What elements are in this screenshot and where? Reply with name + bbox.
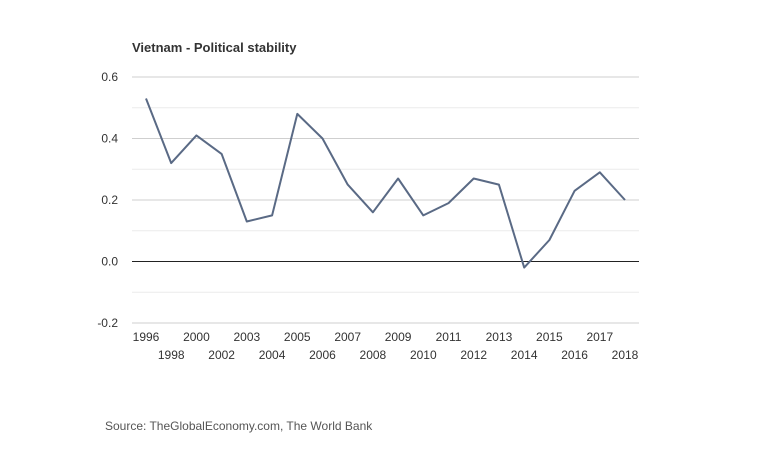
source-note: Source: TheGlobalEconomy.com, The World …: [105, 419, 373, 433]
y-tick-label: 0.4: [101, 132, 118, 146]
x-tick-label: 2017: [586, 330, 613, 344]
y-tick-label: 0.0: [101, 255, 118, 269]
x-tick-label: 2011: [436, 330, 462, 344]
data-point[interactable]: [446, 200, 452, 206]
data-point[interactable]: [496, 182, 502, 188]
x-tick-label: 2010: [410, 348, 437, 362]
data-point[interactable]: [395, 175, 401, 181]
x-tick-label: 2009: [385, 330, 412, 344]
y-tick-label: 0.2: [101, 193, 118, 207]
x-tick-label: 2000: [183, 330, 210, 344]
data-point[interactable]: [244, 219, 250, 225]
data-point[interactable]: [193, 132, 199, 138]
x-tick-label: 2018: [612, 348, 639, 362]
data-point[interactable]: [219, 151, 225, 157]
x-tick-label: 2006: [309, 348, 336, 362]
y-tick-label: 0.6: [101, 70, 118, 84]
y-axis-ticks: -0.2 0.0 0.2 0.4 0.6: [97, 70, 118, 330]
grid-lines: [132, 76, 639, 324]
x-axis-ticks: 1996 1998 2000 2002 2003 2004 2005 2006 2007 2008…: [133, 330, 639, 362]
data-point[interactable]: [345, 182, 351, 188]
x-tick-label: 2012: [460, 348, 487, 362]
data-point[interactable]: [168, 160, 174, 166]
x-tick-label: 2003: [233, 330, 260, 344]
data-point[interactable]: [143, 96, 149, 102]
y-tick-label: -0.2: [97, 316, 118, 330]
x-tick-label: 2008: [360, 348, 387, 362]
x-tick-label: 2002: [208, 348, 235, 362]
data-point[interactable]: [622, 197, 628, 203]
data-point[interactable]: [294, 111, 300, 117]
x-tick-label: 2015: [536, 330, 563, 344]
x-tick-label: 2004: [259, 348, 286, 362]
data-point[interactable]: [471, 175, 477, 181]
series-layer: [143, 96, 628, 271]
x-tick-label: 2005: [284, 330, 311, 344]
data-point[interactable]: [370, 209, 376, 215]
x-tick-label: 1996: [133, 330, 160, 344]
chart-title: Vietnam - Political stability: [132, 40, 297, 55]
x-tick-label: 2007: [334, 330, 361, 344]
x-tick-label: 2013: [486, 330, 513, 344]
x-tick-label: 2014: [511, 348, 538, 362]
data-point[interactable]: [572, 188, 578, 194]
data-point[interactable]: [546, 237, 552, 243]
data-point[interactable]: [521, 265, 527, 271]
x-tick-label: 2016: [561, 348, 588, 362]
x-tick-label: 1998: [158, 348, 185, 362]
series-line: [145, 98, 626, 269]
data-point[interactable]: [597, 169, 603, 175]
data-point[interactable]: [420, 212, 426, 218]
data-point[interactable]: [269, 212, 275, 218]
data-point[interactable]: [319, 136, 325, 142]
